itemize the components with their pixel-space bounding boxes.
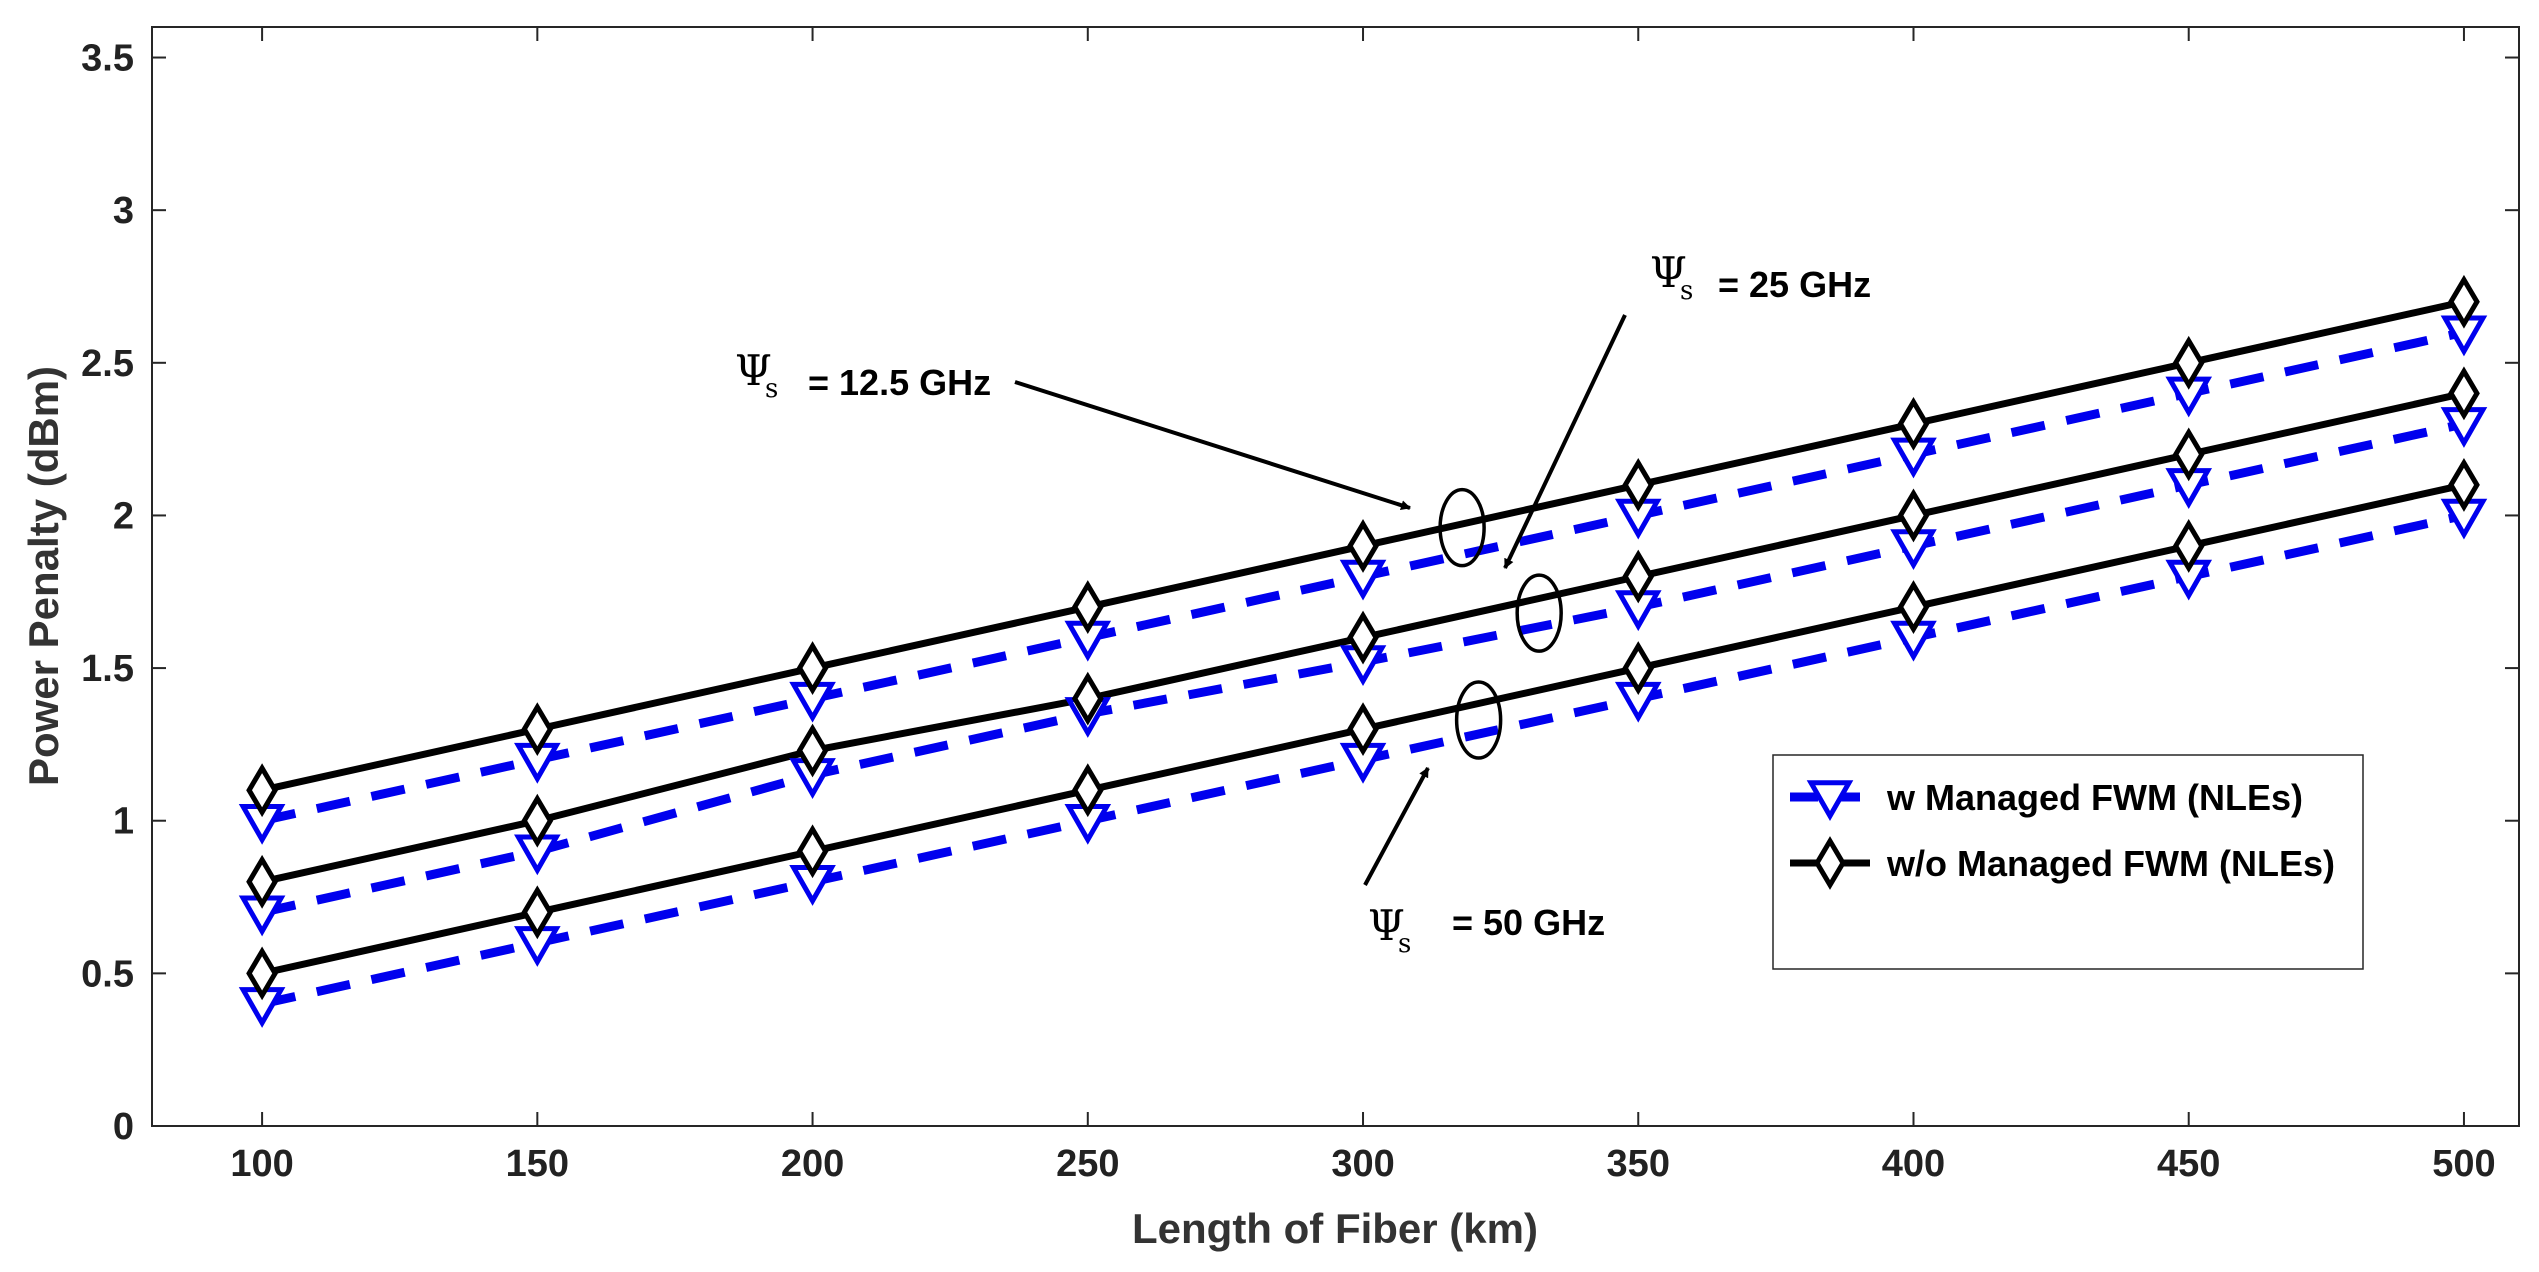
data-point-diamond — [2448, 458, 2480, 512]
annotation-25ghz-ellipse — [1515, 573, 1563, 653]
x-tick-label: 100 — [230, 1143, 293, 1185]
data-point-diamond — [1071, 580, 1104, 634]
data-point-diamond — [1897, 488, 1930, 543]
data-point-diamond — [2172, 427, 2205, 482]
annotation-50ghz-arrow — [1363, 767, 1430, 886]
axis-ticks: 100 150 200 250 300 350 400 450 500 0 0.5 1 1.5 2 2.5 3… — [81, 27, 2519, 1185]
data-point-diamond — [1897, 580, 1930, 634]
annotation-25ghz-label: = 25 GHz — [1718, 264, 1871, 305]
annotation-12-5ghz-arrow — [1014, 380, 1411, 511]
data-point-diamond — [796, 824, 829, 879]
data-point-diamond — [2448, 366, 2480, 421]
annotation-25ghz-arrow — [1503, 314, 1627, 569]
y-tick-label: 1 — [113, 801, 134, 843]
x-tick-label: 500 — [2432, 1143, 2495, 1185]
data-point-diamond — [1347, 519, 1379, 573]
data-point-diamond — [246, 854, 278, 909]
data-point-diamond — [1071, 763, 1104, 818]
annotation-12-5ghz-label: = 12.5 GHz — [808, 362, 991, 403]
y-tick-label: 1.5 — [81, 648, 134, 690]
annotation-25ghz: Ψ s = 25 GHz — [1650, 248, 1871, 306]
y-tick-label: 0 — [113, 1106, 134, 1148]
data-point-diamond — [521, 885, 554, 940]
x-tick-label: 250 — [1056, 1143, 1119, 1185]
data-point-diamond — [1897, 396, 1930, 451]
annotation-50ghz-label: = 50 GHz — [1452, 902, 1605, 943]
annotation-50ghz-ellipse — [1454, 680, 1503, 760]
legend-box — [1772, 754, 2364, 970]
x-tick-label: 150 — [506, 1143, 569, 1185]
data-point-diamond — [246, 763, 278, 818]
x-tick-label: 200 — [781, 1143, 844, 1185]
annotation-50ghz-psi: Ψ — [1368, 901, 1405, 950]
data-point-diamond — [2172, 519, 2205, 573]
data-point-diamond — [1071, 671, 1104, 726]
data-point-diamond — [796, 723, 829, 778]
y-tick-label: 0.5 — [81, 953, 134, 995]
x-tick-label: 300 — [1331, 1143, 1394, 1185]
data-point-diamond — [1622, 549, 1655, 604]
series-markers — [238, 274, 2488, 1028]
data-point-diamond — [796, 641, 829, 695]
data-point-diamond — [1347, 610, 1379, 665]
annotation-12-5ghz-subscript: s — [765, 374, 778, 404]
legend-marker-triangle — [1806, 780, 1854, 822]
annotation-50ghz-subscript: s — [1398, 929, 1411, 959]
data-point-diamond — [521, 702, 554, 757]
x-tick-label: 400 — [1882, 1143, 1945, 1185]
data-point-diamond — [521, 793, 554, 848]
y-tick-label: 2.5 — [81, 343, 134, 385]
data-point-diamond — [1347, 702, 1379, 757]
annotation-25ghz-psi: Ψ — [1650, 248, 1687, 297]
x-tick-label: 350 — [1607, 1143, 1670, 1185]
data-point-diamond — [2448, 274, 2480, 329]
annotation-50ghz: Ψ s = 50 GHz — [1368, 901, 1605, 959]
annotation-25ghz-subscript: s — [1680, 276, 1693, 306]
data-point-diamond — [2172, 335, 2205, 390]
legend-label-w-managed: w Managed FWM (NLEs) — [1886, 777, 2303, 818]
x-tick-label: 450 — [2157, 1143, 2220, 1185]
data-point-diamond — [1622, 458, 1655, 512]
annotation-12-5ghz-ellipse — [1438, 487, 1486, 568]
y-axis-title: Power Penalty (dBm) — [20, 366, 67, 786]
y-tick-label: 2 — [113, 495, 134, 537]
legend-marker-diamond — [1814, 836, 1846, 890]
annotation-12-5ghz: Ψ s = 12.5 GHz — [735, 346, 991, 404]
data-point-diamond — [246, 946, 278, 1001]
legend-label-wo-managed: w/o Managed FWM (NLEs) — [1886, 843, 2335, 884]
data-point-diamond — [1622, 641, 1655, 695]
annotation-12-5ghz-psi: Ψ — [735, 346, 772, 395]
y-tick-label: 3 — [113, 190, 134, 232]
y-tick-label: 3.5 — [81, 38, 134, 80]
legend-sample-wo-managed — [1790, 836, 1870, 890]
legend-sample-w-managed — [1790, 780, 1870, 822]
legend: w Managed FWM (NLEs) w/o Managed FWM (NL… — [1772, 754, 2364, 970]
x-axis-title: Length of Fiber (km) — [1132, 1205, 1538, 1252]
